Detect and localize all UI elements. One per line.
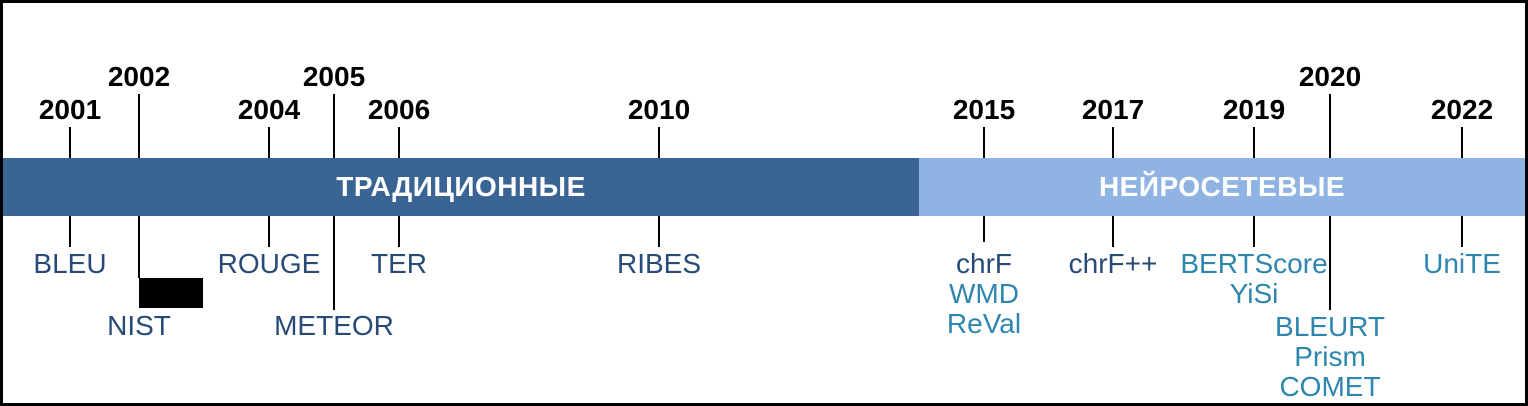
year-label-2020: 2020 [1298,61,1362,92]
tick-below-2019 [1253,216,1255,247]
metric-list-2002: NIST [107,311,171,341]
era-label-traditional: ТРАДИЦИОННЫЕ [336,171,586,202]
tick-above-2022 [1461,127,1463,158]
metric-list-2015: chrF WMD ReVal [947,249,1021,339]
metric-list-2001: BLEU [33,249,106,279]
metric-label-nist: NIST [107,310,171,341]
tick-above-2004 [268,127,270,158]
metric-label-ter: TER [371,248,427,279]
tick-below-2006 [398,216,400,247]
tick-above-2019 [1253,127,1255,158]
tick-below-2004 [268,216,270,247]
era-band-traditional: ТРАДИЦИОННЫЕ [3,158,919,216]
metric-list-2006: TER [371,249,427,279]
metric-label-bertscore: BERTScore [1180,248,1328,279]
tick-above-2005 [333,94,335,158]
metric-label-rouge: ROUGE [217,248,321,279]
year-label-2022: 2022 [1430,94,1494,125]
metric-label-bleurt: BLEURT [1275,311,1385,342]
year-label-2005: 2005 [302,61,366,92]
metric-label-reval: ReVal [946,308,1022,339]
tick-below-2010 [658,216,660,247]
tick-below-2022 [1461,216,1463,247]
tick-below-2001 [69,216,71,247]
tick-above-2001 [69,127,71,158]
tick-above-2010 [658,127,660,158]
year-label-2015: 2015 [952,94,1016,125]
tick-above-2015 [983,127,985,158]
metric-label-bleu: BLEU [33,248,107,279]
tick-below-2015 [983,216,985,242]
metric-list-2017: chrF++ [1069,249,1158,279]
tick-above-2017 [1112,127,1114,158]
metric-label-wmd: WMD [949,278,1019,309]
metric-label-yisi: YiSi [1229,278,1279,309]
metric-label-ribes: RIBES [616,248,702,279]
metric-list-2019: BERTScore YiSi [1180,249,1327,309]
year-label-2004: 2004 [237,94,301,125]
metric-label-meteor: METEOR [274,310,394,341]
tick-below-2017 [1112,216,1114,247]
metric-list-2020: BLEURT Prism COMET [1275,312,1385,402]
year-label-2001: 2001 [38,94,102,125]
tick-above-2020 [1329,94,1331,158]
tick-above-2002 [138,94,140,158]
year-label-2010: 2010 [627,94,691,125]
year-label-2002: 2002 [107,61,171,92]
metric-list-2022: UniTE [1423,249,1501,279]
metric-label-unite: UniTE [1423,248,1501,279]
era-label-neural: НЕЙРОСЕТЕВЫЕ [1098,171,1346,202]
metric-list-2010: RIBES [617,249,701,279]
redaction-box [139,278,203,308]
year-label-2019: 2019 [1222,94,1286,125]
era-band-neural: НЕЙРОСЕТЕВЫЕ [919,158,1525,216]
metric-label-comet: COMET [1279,371,1381,402]
year-label-2006: 2006 [367,94,431,125]
metric-label-chrf-: chrF++ [1068,248,1158,279]
tick-above-2006 [398,127,400,158]
year-label-2017: 2017 [1081,94,1145,125]
metric-list-2005: METEOR [274,311,394,341]
metric-label-chrf: chrF [956,248,1012,279]
tick-below-2005 [333,216,335,310]
metric-list-2004: ROUGE [218,249,321,279]
metric-label-prism: Prism [1294,341,1366,372]
tick-below-2002 [138,216,140,278]
tick-below-2020 [1329,216,1331,310]
